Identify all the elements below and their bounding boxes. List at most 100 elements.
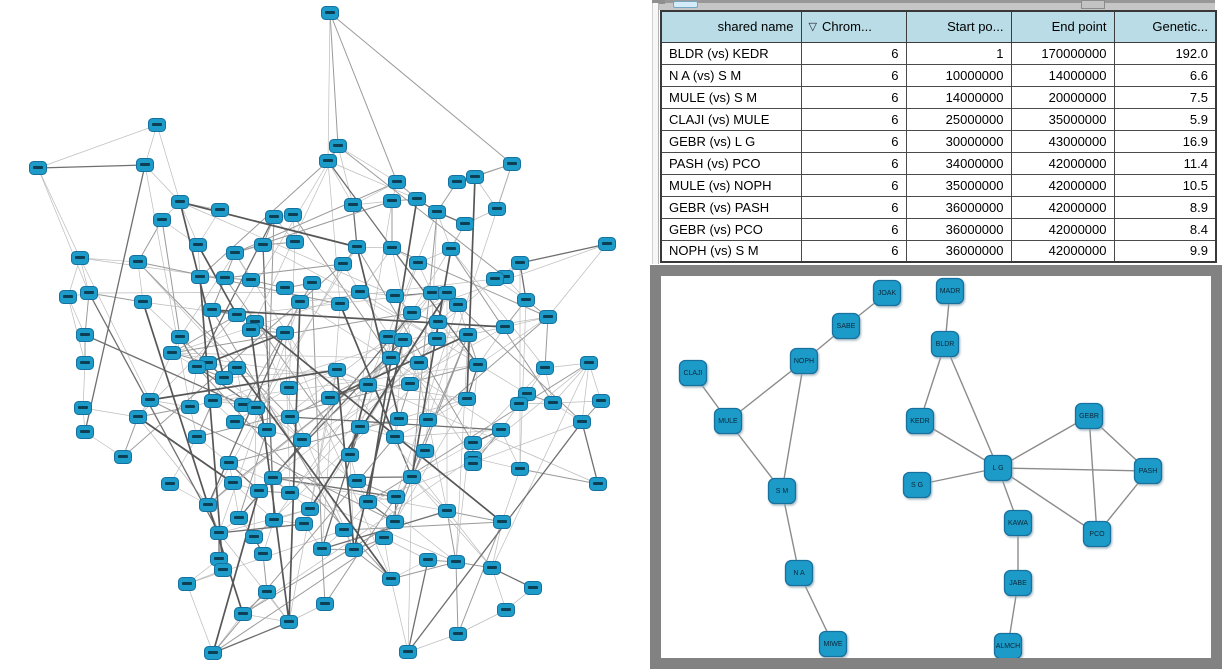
network-node[interactable] xyxy=(510,397,528,411)
table-cell[interactable]: MULE (vs) S M xyxy=(660,85,802,109)
network-node[interactable] xyxy=(488,202,506,216)
network-node[interactable] xyxy=(291,295,309,309)
column-header-end-point[interactable]: End point xyxy=(1010,10,1115,43)
network-node[interactable] xyxy=(226,415,244,429)
network-node[interactable] xyxy=(220,456,238,470)
network-node[interactable] xyxy=(493,515,511,529)
network-node[interactable] xyxy=(141,393,159,407)
network-node[interactable] xyxy=(71,251,89,265)
network-node[interactable] xyxy=(178,577,196,591)
network-node-CLAJI[interactable]: CLAJI xyxy=(678,359,708,387)
network-node[interactable] xyxy=(250,484,268,498)
network-node[interactable] xyxy=(428,332,446,346)
table-cell[interactable]: 6 xyxy=(800,129,907,153)
table-cell[interactable]: 20000000 xyxy=(1010,85,1115,109)
network-node[interactable] xyxy=(438,504,456,518)
network-node-KEDR[interactable]: KEDR xyxy=(905,407,935,435)
table-cell[interactable]: 42000000 xyxy=(1010,239,1115,263)
table-cell[interactable]: 6 xyxy=(800,63,907,87)
table-cell[interactable]: 6 xyxy=(800,85,907,109)
network-node[interactable] xyxy=(375,531,393,545)
network-node[interactable] xyxy=(408,192,426,206)
network-node[interactable] xyxy=(511,256,529,270)
network-node[interactable] xyxy=(459,328,477,342)
network-node[interactable] xyxy=(383,241,401,255)
table-cell[interactable]: 34000000 xyxy=(905,151,1012,175)
network-node[interactable] xyxy=(536,361,554,375)
table-cell[interactable]: 43000000 xyxy=(1010,129,1115,153)
network-node[interactable] xyxy=(486,272,504,286)
network-node[interactable] xyxy=(281,410,299,424)
table-cell[interactable]: BLDR (vs) KEDR xyxy=(660,41,802,65)
network-node[interactable] xyxy=(181,400,199,414)
network-node[interactable] xyxy=(496,320,514,334)
network-node[interactable] xyxy=(428,205,446,219)
table-cell[interactable]: N A (vs) S M xyxy=(660,63,802,87)
network-node-ALMCH[interactable]: ALMCH xyxy=(993,632,1023,659)
network-node[interactable] xyxy=(464,436,482,450)
network-node[interactable] xyxy=(264,471,282,485)
network-node[interactable] xyxy=(386,515,404,529)
scrollbar-button[interactable] xyxy=(1081,0,1105,9)
network-node[interactable] xyxy=(281,486,299,500)
network-node[interactable] xyxy=(517,293,535,307)
network-node[interactable] xyxy=(449,627,467,641)
table-cell[interactable]: 36000000 xyxy=(905,217,1012,241)
network-node[interactable] xyxy=(114,450,132,464)
network-node[interactable] xyxy=(171,195,189,209)
network-node[interactable] xyxy=(589,477,607,491)
network-node-JABE[interactable]: JABE xyxy=(1003,569,1033,597)
network-node[interactable] xyxy=(228,308,246,322)
network-node[interactable] xyxy=(189,238,207,252)
network-node-SABE[interactable]: SABE xyxy=(831,312,861,340)
network-node[interactable] xyxy=(492,423,510,437)
network-node[interactable] xyxy=(316,597,334,611)
network-node[interactable] xyxy=(191,270,209,284)
table-cell[interactable]: 6 xyxy=(800,41,907,65)
network-node[interactable] xyxy=(136,158,154,172)
table-row[interactable]: CLAJI (vs) MULE 6 25000000 35000000 5.9 xyxy=(660,107,1217,131)
network-node[interactable] xyxy=(245,530,263,544)
network-node[interactable] xyxy=(331,297,349,311)
table-cell[interactable]: 6 xyxy=(800,195,907,219)
network-node[interactable] xyxy=(161,477,179,491)
network-node[interactable] xyxy=(230,511,248,525)
table-cell[interactable]: GEBR (vs) PCO xyxy=(660,217,802,241)
network-node[interactable] xyxy=(280,381,298,395)
table-cell[interactable]: 10000000 xyxy=(905,63,1012,87)
table-row[interactable]: MULE (vs) NOPH 6 35000000 42000000 10.5 xyxy=(660,173,1217,197)
table-row[interactable]: N A (vs) S M 6 10000000 14000000 6.6 xyxy=(660,63,1217,87)
network-node[interactable] xyxy=(503,157,521,171)
network-node[interactable] xyxy=(401,377,419,391)
table-row[interactable]: BLDR (vs) KEDR 6 1 170000000 192.0 xyxy=(660,41,1217,65)
table-scrollbar[interactable] xyxy=(652,0,1215,10)
network-node[interactable] xyxy=(403,306,421,320)
network-node[interactable] xyxy=(76,356,94,370)
network-node[interactable] xyxy=(214,563,232,577)
network-node[interactable] xyxy=(419,553,437,567)
network-node[interactable] xyxy=(210,526,228,540)
table-row[interactable]: GEBR (vs) PCO 6 36000000 42000000 8.4 xyxy=(660,217,1217,241)
table-cell[interactable]: 6.6 xyxy=(1113,63,1217,87)
network-node[interactable] xyxy=(449,298,467,312)
network-node[interactable] xyxy=(423,286,441,300)
table-cell[interactable]: 30000000 xyxy=(905,129,1012,153)
table-cell[interactable]: 6 xyxy=(800,239,907,263)
table-cell[interactable]: 11.4 xyxy=(1113,151,1217,175)
network-node[interactable] xyxy=(188,430,206,444)
network-node[interactable] xyxy=(80,286,98,300)
network-node[interactable] xyxy=(386,430,404,444)
network-node-MULE[interactable]: MULE xyxy=(713,407,743,435)
network-node[interactable] xyxy=(321,391,339,405)
network-node[interactable] xyxy=(351,285,369,299)
network-node[interactable] xyxy=(341,448,359,462)
network-node[interactable] xyxy=(466,170,484,184)
table-cell[interactable]: 35000000 xyxy=(1010,107,1115,131)
network-edge-SM-NA[interactable] xyxy=(781,490,800,574)
network-node[interactable] xyxy=(388,175,406,189)
column-header-start-po-[interactable]: Start po... xyxy=(905,10,1012,43)
network-node[interactable] xyxy=(458,392,476,406)
network-edge-LG-GEBR[interactable] xyxy=(997,415,1090,469)
network-node[interactable] xyxy=(447,555,465,569)
network-node[interactable] xyxy=(76,328,94,342)
